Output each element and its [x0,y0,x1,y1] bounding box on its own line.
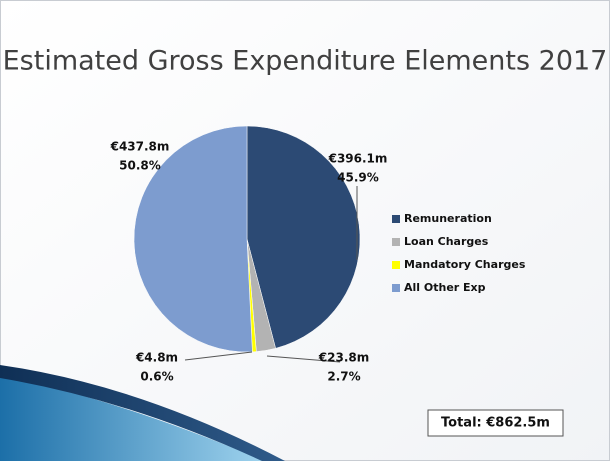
legend-label: Remuneration [404,212,492,225]
decor-swoosh [0,365,285,461]
value-label: €437.8m [110,140,170,154]
leader-line [184,351,253,361]
percent-label: 2.7% [327,370,360,384]
legend-swatch [392,284,400,292]
pie-slice [133,125,253,353]
value-label: €396.1m [328,152,388,166]
percent-label: 45.9% [337,171,379,185]
legend-swatch [392,238,400,246]
legend-label: Loan Charges [404,235,489,248]
pie-slice [246,125,361,349]
legend-swatch [392,215,400,223]
legend-label: All Other Exp [404,281,486,294]
decor-swoosh [0,375,265,461]
value-label: €4.8m [135,351,178,365]
total-box [427,409,564,437]
legend-swatch [392,261,400,269]
chart-title: Estimated Gross Expenditure Elements 201… [3,46,608,77]
leader-line [266,355,341,363]
percent-label: 0.6% [140,370,173,384]
percent-label: 50.8% [119,159,161,173]
total-label: Total: €862.5m [441,416,550,431]
value-label: €23.8m [318,351,369,365]
legend-label: Mandatory Charges [404,258,526,271]
